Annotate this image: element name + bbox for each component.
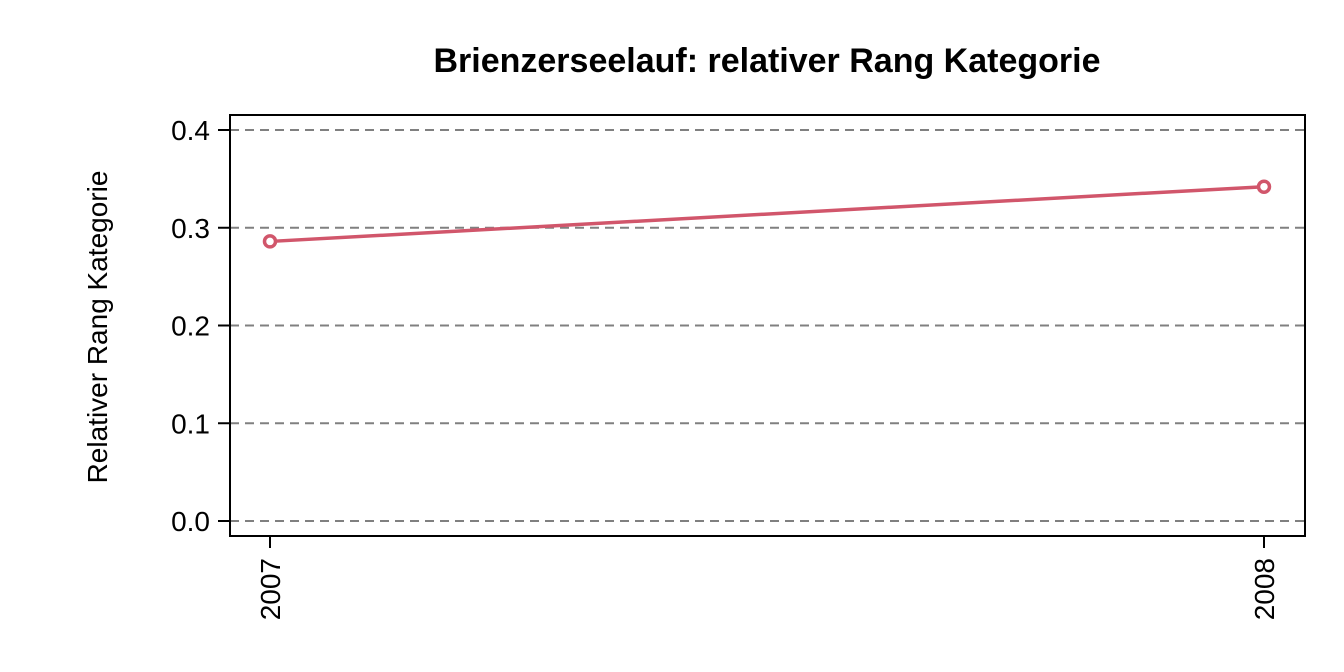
- data-point: [262, 234, 278, 249]
- x-axis: 2007 2008: [255, 535, 1280, 620]
- y-tick-label: 0.4: [171, 115, 210, 146]
- chart-title: Brienzerseelauf: relativer Rang Kategori…: [433, 42, 1100, 80]
- data-point: [1256, 179, 1272, 194]
- gridlines: [230, 129, 1305, 522]
- plot-border: [229, 114, 1306, 537]
- y-axis-label: Relativer Rang Kategorie: [82, 171, 113, 484]
- x-tick-label: 2007: [255, 558, 286, 620]
- series-line: [269, 184, 1265, 244]
- y-tick-label: 0.0: [171, 506, 210, 537]
- x-tick-label: 2008: [1249, 558, 1280, 620]
- y-axis: 0.0 0.1 0.2 0.3 0.4: [171, 115, 231, 537]
- y-tick-label: 0.1: [171, 408, 210, 439]
- y-tick-label: 0.3: [171, 213, 210, 244]
- y-tick-label: 0.2: [171, 311, 210, 342]
- series-group: [262, 179, 1272, 249]
